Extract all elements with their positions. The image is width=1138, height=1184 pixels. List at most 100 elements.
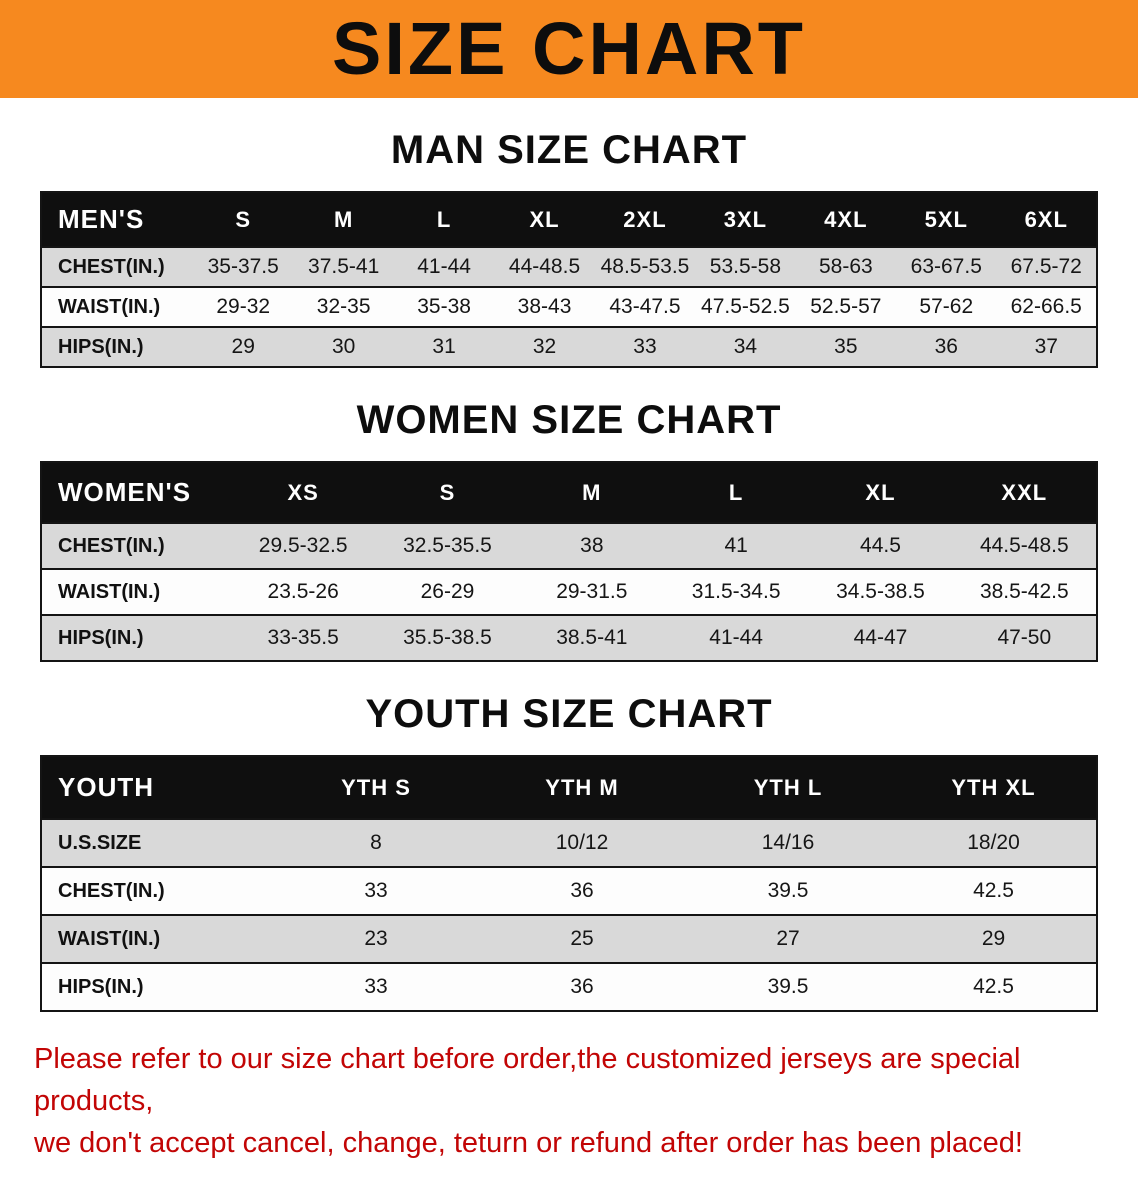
size-column-header: XL (494, 191, 595, 248)
size-column-header: YTH M (479, 755, 685, 820)
size-column-header: XXL (952, 461, 1097, 524)
measurement-value: 35 (795, 326, 897, 368)
row-label: HIPS(IN.) (41, 962, 273, 1012)
measurement-value: 29 (891, 914, 1097, 964)
measurement-row: WAIST(IN.) 23.5-26 26-29 29-31.5 31.5-34.5 34… (41, 568, 1097, 616)
measurement-value: 35-38 (393, 286, 495, 328)
measurement-value: 42.5 (891, 866, 1097, 916)
row-label: WAIST(IN.) (41, 568, 231, 616)
measurement-value: 33 (273, 866, 479, 916)
measurement-value: 41 (663, 522, 809, 570)
measurement-value: 67.5-72 (996, 246, 1097, 288)
measurement-value: 47-50 (952, 614, 1097, 662)
measurement-value: 36 (479, 866, 685, 916)
size-column-header: M (293, 191, 394, 248)
size-column-header: YTH L (685, 755, 891, 820)
measurement-value: 38.5-42.5 (952, 568, 1097, 616)
measurement-row: CHEST(IN.) 35-37.5 37.5-41 41-44 44-48.5 48.5… (41, 246, 1097, 288)
measurement-value: 35-37.5 (193, 246, 294, 288)
size-column-header: YTH XL (891, 755, 1097, 820)
row-label: WAIST(IN.) (41, 286, 193, 328)
measurement-value: 38.5-41 (519, 614, 664, 662)
youth-size-table: YOUTH YTH S YTH M YTH L YTH XL U.S.SIZE 8 10/12… (40, 755, 1098, 1012)
measurement-row: CHEST(IN.) 33 36 39.5 42.5 (41, 866, 1097, 916)
women-size-section: WOMEN SIZE CHART WOMEN'S XS S M L XL XXL CHEST(… (0, 398, 1138, 662)
women-size-table: WOMEN'S XS S M L XL XXL CHEST(IN.) 29.5-32.5 32.5… (40, 461, 1098, 662)
size-column-header: M (519, 461, 664, 524)
measurement-value: 29.5-32.5 (231, 522, 376, 570)
measurement-value: 25 (479, 914, 685, 964)
disclaimer-line-2: we don't accept cancel, change, teturn o… (34, 1127, 1023, 1160)
table-title-cell: MEN'S (41, 191, 193, 248)
measurement-value: 62-66.5 (996, 286, 1097, 328)
measurement-value: 33 (594, 326, 696, 368)
men-size-section: MAN SIZE CHART MEN'S S M L XL 2XL 3XL 4XL 5XL 6XL… (0, 128, 1138, 368)
size-column-header: 4XL (795, 191, 897, 248)
measurement-value: 52.5-57 (795, 286, 897, 328)
disclaimer: Please refer to our size chart before or… (34, 1038, 1104, 1164)
measurement-value: 57-62 (896, 286, 997, 328)
measurement-value: 33-35.5 (231, 614, 376, 662)
measurement-row: WAIST(IN.) 29-32 32-35 35-38 38-43 43-47.5 47.… (41, 286, 1097, 328)
measurement-value: 32 (494, 326, 595, 368)
measurement-value: 53.5-58 (695, 246, 796, 288)
measurement-value: 44-47 (808, 614, 953, 662)
measurement-value: 35.5-38.5 (375, 614, 520, 662)
page-title: SIZE CHART (332, 7, 806, 90)
row-label: CHEST(IN.) (41, 866, 273, 916)
size-column-header: 3XL (695, 191, 796, 248)
measurement-value: 39.5 (685, 962, 891, 1012)
row-label: HIPS(IN.) (41, 614, 231, 662)
measurement-value: 37 (996, 326, 1097, 368)
table-title-cell: YOUTH (41, 755, 273, 820)
youth-section-heading: YOUTH SIZE CHART (365, 692, 773, 736)
measurement-value: 38 (519, 522, 664, 570)
measurement-value: 47.5-52.5 (695, 286, 796, 328)
measurement-value: 30 (293, 326, 394, 368)
measurement-value: 23.5-26 (231, 568, 376, 616)
table-title-cell: WOMEN'S (41, 461, 231, 524)
measurement-row: HIPS(IN.) 33 36 39.5 42.5 (41, 962, 1097, 1012)
size-column-header: YTH S (273, 755, 479, 820)
banner: SIZE CHART (0, 0, 1138, 98)
measurement-value: 10/12 (479, 818, 685, 868)
measurement-row: U.S.SIZE 8 10/12 14/16 18/20 (41, 818, 1097, 868)
measurement-value: 8 (273, 818, 479, 868)
measurement-value: 23 (273, 914, 479, 964)
size-header-row: WOMEN'S XS S M L XL XXL (41, 461, 1097, 524)
measurement-value: 29-32 (193, 286, 294, 328)
measurement-value: 41-44 (663, 614, 809, 662)
measurement-value: 39.5 (685, 866, 891, 916)
measurement-value: 41-44 (393, 246, 495, 288)
women-section-heading: WOMEN SIZE CHART (356, 398, 782, 442)
measurement-value: 44.5 (808, 522, 953, 570)
youth-size-section: YOUTH SIZE CHART YOUTH YTH S YTH M YTH L YTH… (0, 692, 1138, 1012)
measurement-value: 33 (273, 962, 479, 1012)
size-column-header: 2XL (594, 191, 696, 248)
measurement-value: 27 (685, 914, 891, 964)
row-label: CHEST(IN.) (41, 246, 193, 288)
measurement-value: 14/16 (685, 818, 891, 868)
measurement-value: 34.5-38.5 (808, 568, 953, 616)
men-section-heading: MAN SIZE CHART (390, 128, 748, 172)
men-size-table: MEN'S S M L XL 2XL 3XL 4XL 5XL 6XL CHEST(IN.) 35-37… (40, 191, 1098, 368)
measurement-row: WAIST(IN.) 23 25 27 29 (41, 914, 1097, 964)
measurement-value: 32.5-35.5 (375, 522, 520, 570)
measurement-value: 38-43 (494, 286, 595, 328)
measurement-value: 44.5-48.5 (952, 522, 1097, 570)
size-column-header: XS (231, 461, 376, 524)
size-header-row: YOUTH YTH S YTH M YTH L YTH XL (41, 755, 1097, 820)
size-header-row: MEN'S S M L XL 2XL 3XL 4XL 5XL 6XL (41, 191, 1097, 248)
measurement-value: 31 (393, 326, 495, 368)
row-label: WAIST(IN.) (41, 914, 273, 964)
measurement-value: 29-31.5 (519, 568, 664, 616)
measurement-value: 37.5-41 (293, 246, 394, 288)
disclaimer-line-1: Please refer to our size chart before or… (34, 1043, 1021, 1118)
measurement-value: 34 (695, 326, 796, 368)
row-label: HIPS(IN.) (41, 326, 193, 368)
size-column-header: 5XL (896, 191, 997, 248)
size-column-header: 6XL (996, 191, 1097, 248)
measurement-value: 58-63 (795, 246, 897, 288)
measurement-value: 18/20 (891, 818, 1097, 868)
